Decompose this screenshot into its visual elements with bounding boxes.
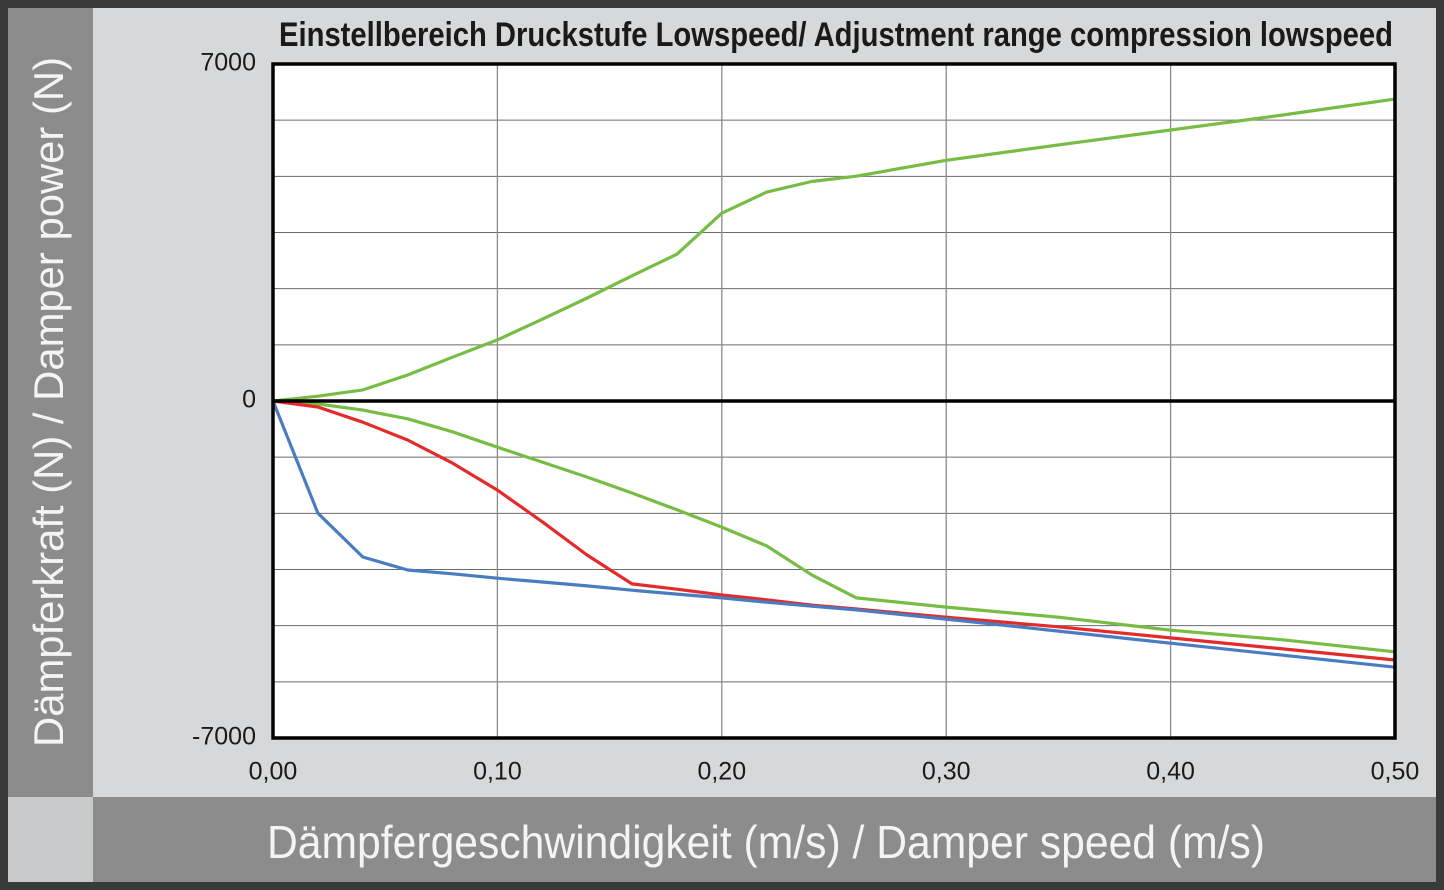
y-tick-label: 0 bbox=[242, 386, 256, 414]
y-axis-label: Dämpferkraft (N) / Damper power (N) bbox=[25, 57, 72, 747]
y-tick-label: 7000 bbox=[200, 49, 256, 77]
x-tick-label: 0,10 bbox=[473, 758, 522, 786]
series-line bbox=[272, 97, 1396, 403]
series-line bbox=[272, 399, 1396, 654]
y-label-band bbox=[8, 8, 93, 797]
series-line bbox=[272, 399, 1396, 662]
x-label-band bbox=[93, 797, 1436, 882]
x-tick-label: 0,40 bbox=[1146, 758, 1195, 786]
x-tick-label: 0,00 bbox=[249, 758, 298, 786]
corner bbox=[8, 797, 93, 882]
series-line bbox=[271, 400, 1396, 669]
x-tick-label: 0,30 bbox=[922, 758, 971, 786]
y-tick-label: -7000 bbox=[192, 723, 256, 751]
x-axis-label: Dämpfergeschwindigkeit (m/s) / Damper sp… bbox=[267, 816, 1265, 868]
lines bbox=[271, 97, 1396, 669]
x-tick-label: 0,20 bbox=[697, 758, 746, 786]
x-tick-label: 0,50 bbox=[1371, 758, 1420, 786]
chart-title: Einstellbereich Druckstufe Lowspeed/ Adj… bbox=[279, 16, 1393, 54]
plot-border bbox=[271, 62, 1397, 740]
